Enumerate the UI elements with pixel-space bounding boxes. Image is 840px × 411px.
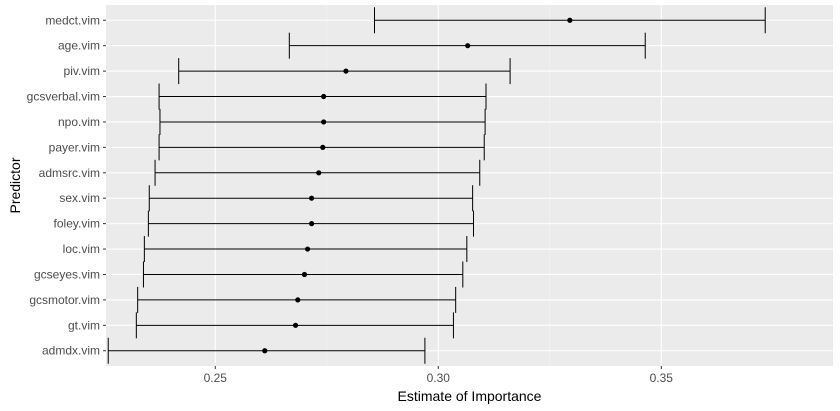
- point-range-loc-vim: [143, 236, 468, 263]
- y-tick-label: gcsmotor.vim: [29, 293, 100, 307]
- y-tick-label: age.vim: [58, 39, 100, 53]
- y-tick-label: payer.vim: [49, 140, 100, 154]
- point-range-medct-vim: [373, 7, 766, 34]
- y-tick-label: gt.vim: [68, 318, 100, 332]
- y-tick-label: foley.vim: [54, 217, 100, 231]
- estimate-point: [465, 43, 471, 49]
- panel-background: [106, 5, 833, 366]
- y-tick-label: admsrc.vim: [39, 166, 100, 180]
- x-tick-label: 0.25: [204, 371, 228, 385]
- point-range-gcseyes-vim: [142, 261, 464, 288]
- y-tick-label: gcseyes.vim: [34, 267, 100, 281]
- estimate-point: [262, 348, 268, 354]
- point-range-payer-vim: [158, 134, 485, 161]
- point-range-foley-vim: [147, 210, 475, 237]
- estimate-point: [309, 221, 315, 227]
- point-range-piv-vim: [178, 58, 511, 85]
- x-tick-label: 0.30: [427, 371, 451, 385]
- point-range-gt-vim: [135, 312, 454, 339]
- y-tick-label: loc.vim: [63, 242, 100, 256]
- point-range-marks: [107, 7, 766, 364]
- estimate-point: [295, 297, 301, 303]
- y-tick-label: sex.vim: [59, 191, 100, 205]
- y-tick-label: npo.vim: [58, 115, 100, 129]
- point-range-sex-vim: [148, 185, 474, 212]
- x-axis-title: Estimate of Importance: [398, 388, 542, 404]
- y-tick-label: piv.vim: [64, 64, 100, 78]
- estimate-point: [316, 170, 322, 176]
- y-tick-label: medct.vim: [45, 13, 100, 27]
- point-range-admsrc-vim: [154, 159, 481, 186]
- y-tick-label: admdx.vim: [42, 344, 100, 358]
- estimate-point: [343, 68, 349, 74]
- point-range-age-vim: [288, 32, 646, 59]
- y-axis-title: Predictor: [7, 157, 23, 213]
- estimate-point: [567, 17, 573, 23]
- estimate-point: [292, 322, 299, 328]
- point-range-gcsverbal-vim: [158, 83, 487, 110]
- point-range-admdx-vim: [107, 337, 426, 364]
- y-tick-label: gcsverbal.vim: [27, 90, 100, 104]
- point-range-npo-vim: [159, 108, 486, 135]
- estimate-point: [304, 246, 311, 252]
- estimate-point: [321, 93, 327, 100]
- estimate-point: [309, 195, 315, 201]
- x-tick-label: 0.35: [650, 371, 674, 385]
- estimate-point: [321, 119, 327, 125]
- y-axis-ticks: medct.vim age.vim piv.vim gcsverbal.vim npo.…: [27, 13, 106, 358]
- x-axis-ticks: 0.25 0.30 0.35: [204, 366, 674, 385]
- estimate-point: [320, 144, 326, 150]
- point-range-gcsmotor-vim: [137, 286, 457, 313]
- estimate-point: [301, 271, 308, 278]
